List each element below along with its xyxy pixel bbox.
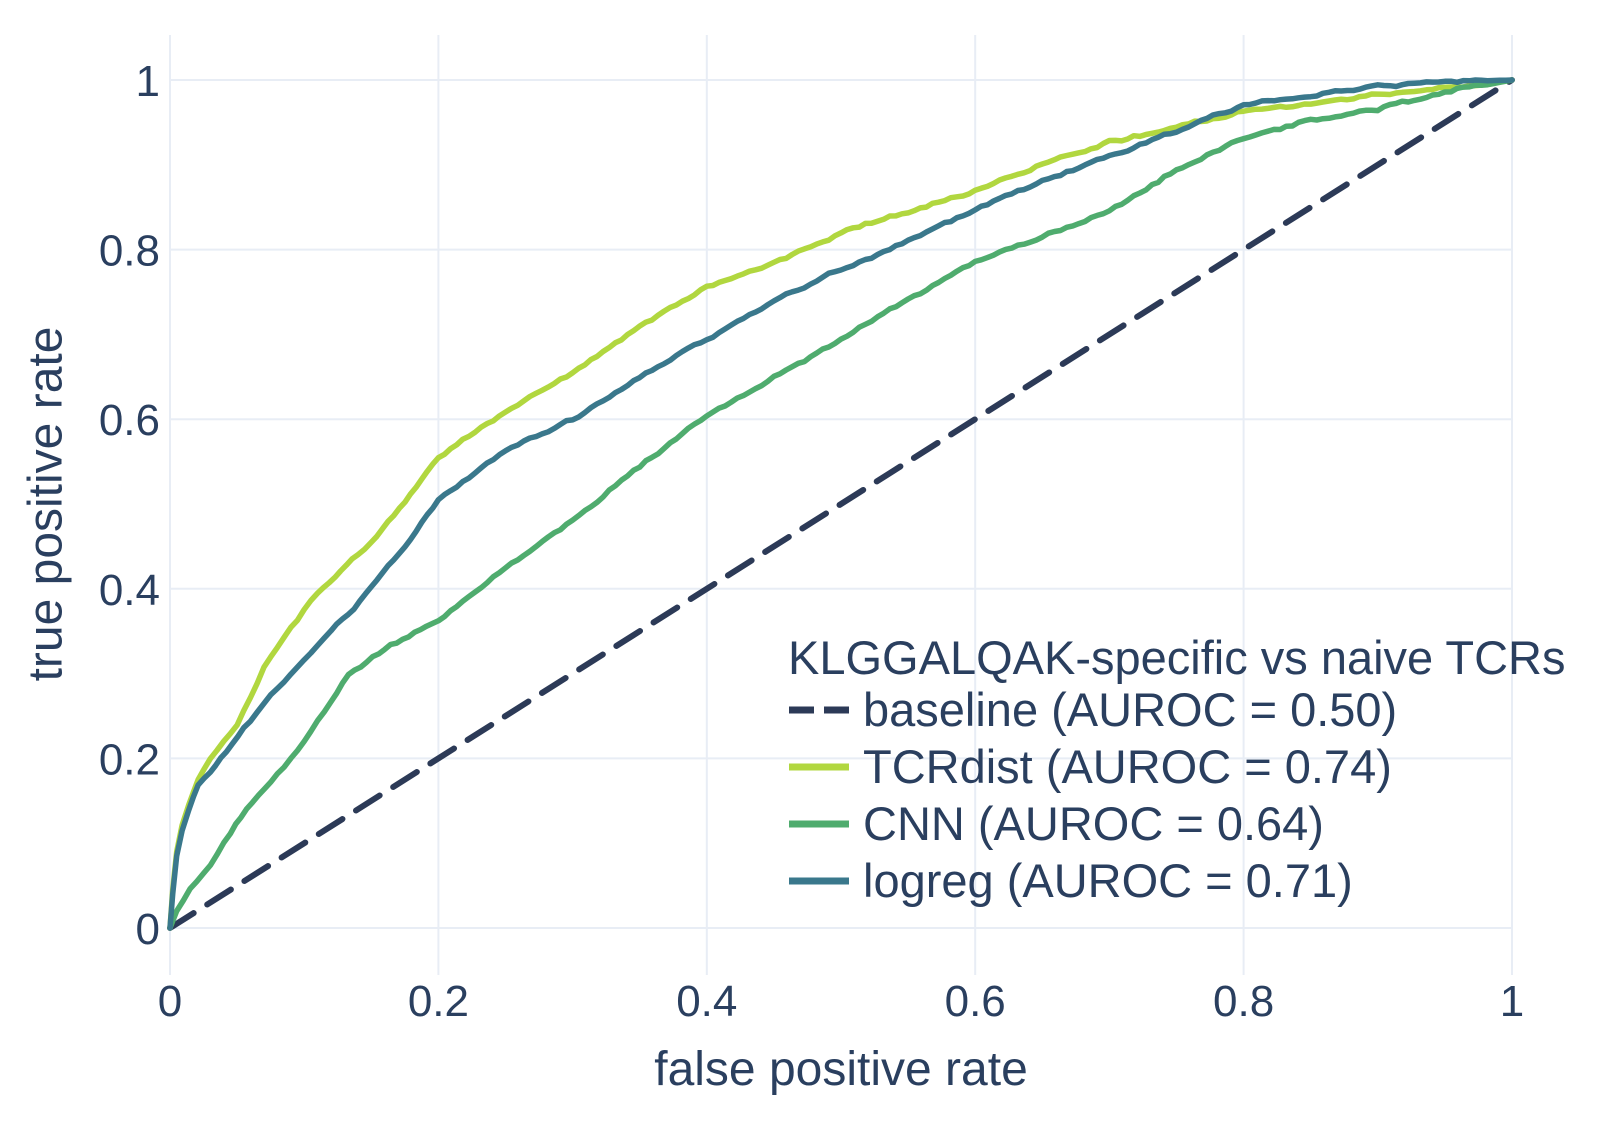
tcrdist-line-swatch [789, 763, 849, 770]
gridlines [169, 35, 1513, 975]
y-tick-label: 0.6 [99, 396, 160, 445]
x-tick-label: 1 [1500, 977, 1524, 1026]
legend-entry-cnn: CNN (AUROC = 0.64) [788, 795, 1566, 852]
legend-entry-baseline: baseline (AUROC = 0.50) [788, 681, 1566, 738]
axis-tick-labels: 0 0.2 0.4 0.6 0.8 1 0 0.2 0.4 0.6 0.8 1 [99, 57, 1524, 1026]
legend-label: TCRdist (AUROC = 0.74) [863, 740, 1392, 793]
legend-label: logreg (AUROC = 0.71) [863, 854, 1353, 907]
legend-entry-logreg: logreg (AUROC = 0.71) [788, 852, 1566, 909]
legend-label: baseline (AUROC = 0.50) [863, 683, 1398, 736]
roc-curve-cnn [167, 77, 1515, 931]
y-tick-label: 1 [136, 57, 160, 106]
roc-curves [167, 77, 1515, 931]
y-tick-label: 0.8 [99, 227, 160, 276]
baseline-dashed-line-swatch [789, 706, 849, 713]
y-tick-label: 0.4 [99, 566, 160, 615]
y-tick-label: 0 [136, 905, 160, 954]
logreg-line-swatch [789, 877, 849, 884]
y-axis-title: true positive rate [19, 326, 73, 682]
legend-label: CNN (AUROC = 0.64) [863, 797, 1324, 850]
y-tick-label: 0.2 [99, 735, 160, 784]
x-axis-title: false positive rate [654, 1043, 1028, 1096]
legend-entry-tcrdist: TCRdist (AUROC = 0.74) [788, 738, 1566, 795]
roc-curve-baseline [167, 77, 1515, 931]
roc-curve-tcrdist [167, 77, 1515, 931]
legend-title: KLGGALQAK-specific vs naive TCRs [788, 631, 1566, 684]
legend: KLGGALQAK-specific vs naive TCRs baselin… [788, 634, 1566, 909]
x-tick-label: 0 [158, 977, 182, 1026]
x-tick-label: 0.4 [676, 977, 737, 1026]
x-tick-label: 0.2 [408, 977, 469, 1026]
cnn-line-swatch [789, 820, 849, 827]
x-tick-label: 0.8 [1213, 977, 1274, 1026]
x-tick-label: 0.6 [945, 977, 1006, 1026]
roc-curve-logreg [167, 77, 1515, 931]
